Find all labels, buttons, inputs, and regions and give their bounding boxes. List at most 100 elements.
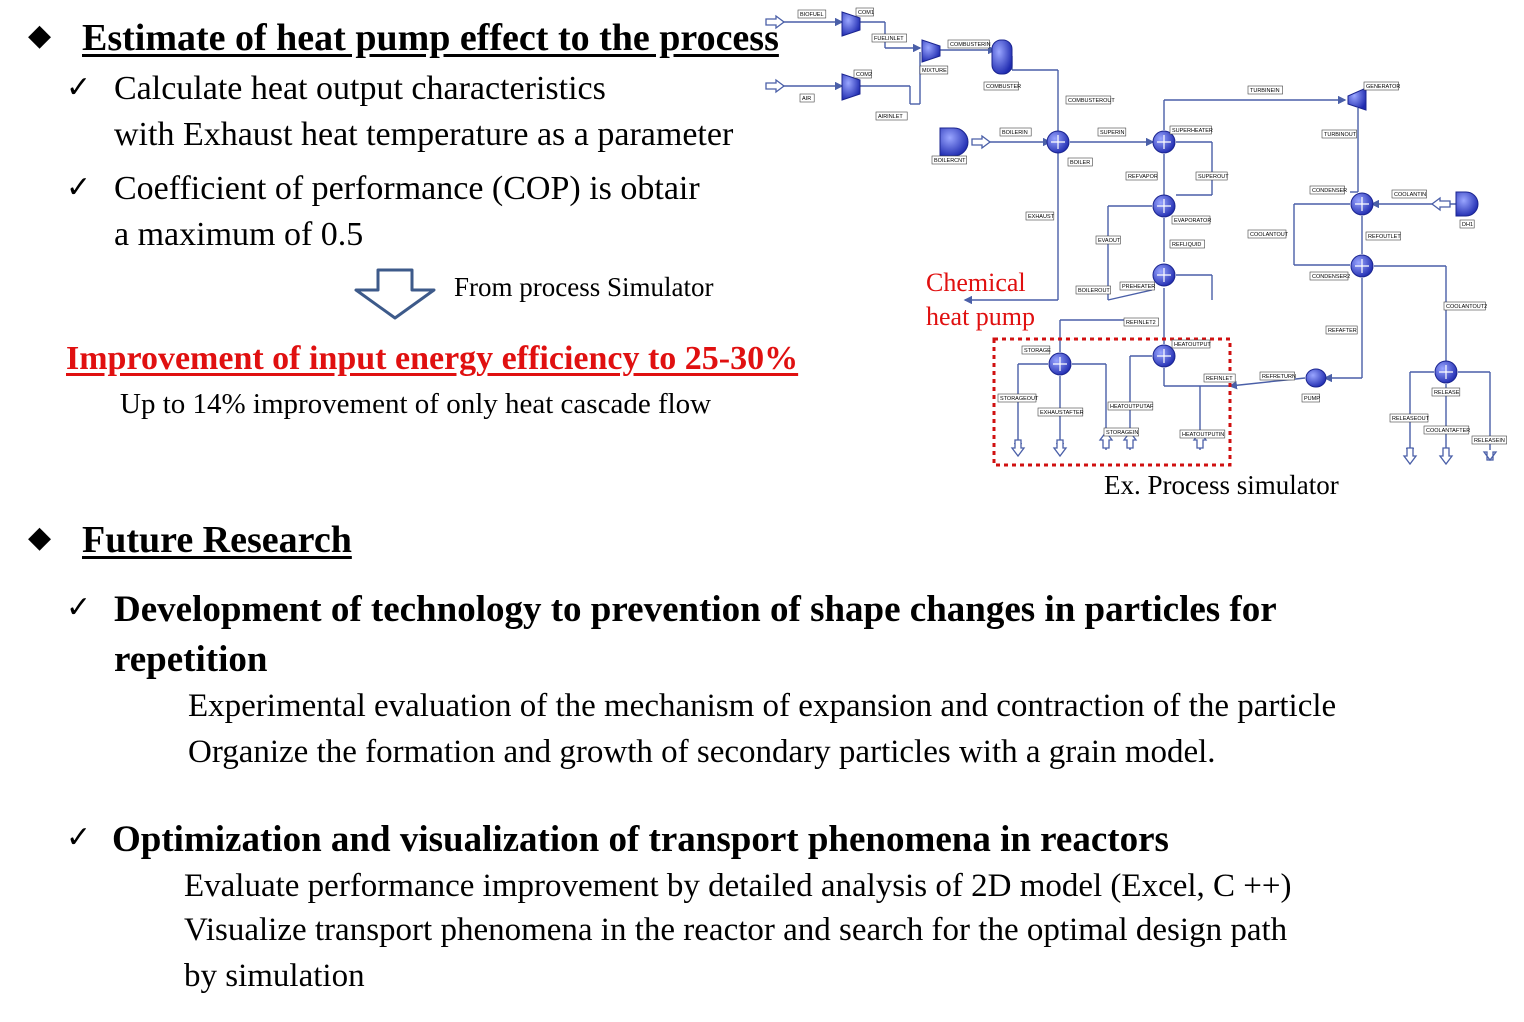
stream-tag-box xyxy=(1097,127,1127,137)
result-highlight: Improvement of input energy efficiency t… xyxy=(66,340,799,377)
stream-tag-label: BOILER xyxy=(1070,160,1090,166)
stream-tag-label: HEATOUTPUT xyxy=(1174,342,1211,348)
stream-tag-box xyxy=(1065,95,1112,105)
stream-tag-box xyxy=(1103,427,1139,437)
stream-tag-box xyxy=(931,155,967,165)
stream-tag-label: BOILERIN xyxy=(1002,130,1028,136)
stream-tag-label: RELEASEIN xyxy=(1474,438,1505,444)
stream-tag-box xyxy=(1471,435,1507,445)
stream-tag-box xyxy=(1391,189,1427,199)
checkmark-icon: ✓ xyxy=(66,171,92,204)
stream-tag-box xyxy=(1247,229,1287,239)
stream-tag-box xyxy=(947,39,990,49)
research-detail: Visualize transport phenomena in the rea… xyxy=(184,912,1288,948)
stream-tag-box xyxy=(1123,317,1159,327)
bullet-line: Coefficient of performance (COP) is obta… xyxy=(114,170,700,207)
down-arrow-icon xyxy=(354,268,436,320)
stream-tag-label: EVAOUT xyxy=(1098,238,1121,244)
result-note: Up to 14% improvement of only heat casca… xyxy=(120,388,712,420)
stream-tag-box xyxy=(1325,325,1358,335)
stream-tag-box xyxy=(1179,429,1226,439)
bullet-line: Calculate heat output characteristics xyxy=(114,70,606,107)
stream-tag-box xyxy=(1195,171,1228,181)
stream-tag-label: GENERATOR xyxy=(1366,84,1400,90)
stream-tag-box xyxy=(983,81,1019,91)
stream-tag-label: EVAPORATOR xyxy=(1174,218,1211,224)
stream-tag-label: STORAGE xyxy=(1024,348,1051,354)
stream-tag-box xyxy=(1169,125,1212,135)
stream-tag-label: MIXTURE xyxy=(922,68,947,74)
stream-tag-box xyxy=(1037,407,1084,417)
research-detail: Organize the formation and growth of sec… xyxy=(188,734,1216,770)
stream-tag-label: EXHAUSTAFTER xyxy=(1040,410,1084,416)
stream-tag-label: REFVAPOR xyxy=(1128,174,1158,180)
stream-tag-label: COOLANTOUT xyxy=(1250,232,1289,238)
stream-tag-label: BOILERCNT xyxy=(934,158,966,164)
stream-tag-box xyxy=(1119,281,1155,291)
stream-tag-box xyxy=(1247,85,1283,95)
process-flowsheet: BIOFUEL COM1 FUELINLET COM2 AIR AIRINLET MIXTU… xyxy=(765,7,1507,467)
stream-tag-box xyxy=(1365,231,1401,241)
stream-tag-box xyxy=(1095,235,1121,245)
stream-tag-label: COOLANTIN xyxy=(1394,192,1426,198)
research-detail: Evaluate performance improvement by deta… xyxy=(184,868,1292,904)
stream-tag-label: COMBUSTERIN xyxy=(950,42,991,48)
stream-tag-box xyxy=(997,393,1037,403)
stream-tag-box xyxy=(1459,219,1475,229)
stream-tag-box xyxy=(1067,157,1093,167)
stream-tag-box xyxy=(1431,387,1461,397)
stream-tag-box xyxy=(1301,393,1320,403)
stream-tag-box xyxy=(1423,425,1470,435)
stream-tag-box xyxy=(1107,401,1154,411)
stream-tag-label: REFRETURN xyxy=(1262,374,1296,380)
stream-tag-label: REFAFTER xyxy=(1328,328,1357,334)
highlight-label-line: heat pump xyxy=(926,302,1036,331)
stream-tag-label: HEATOUTPUTIN xyxy=(1182,432,1224,438)
stream-tag-label: BOILEROUT xyxy=(1078,288,1110,294)
stream-tag-label: COMBUSTEROUT xyxy=(1068,98,1115,104)
stream-tag-box xyxy=(1321,129,1357,139)
research-item-title: Optimization and visualization of transp… xyxy=(112,819,1169,860)
stream-tag-label: STORAGEOUT xyxy=(1000,396,1039,402)
stream-tag-label: COM2 xyxy=(856,72,872,78)
stream-tag-box xyxy=(1309,185,1345,195)
stream-tag-label: STORAGEIN xyxy=(1106,430,1138,436)
stream-tag-label: PUMP xyxy=(1304,396,1320,402)
stream-tag-box xyxy=(1309,271,1349,281)
stream-tag-box xyxy=(797,9,827,19)
stream-tag-box xyxy=(1025,211,1055,221)
bullet-line: a maximum of 0.5 xyxy=(114,216,364,253)
stream-tag-label: DH1 xyxy=(1462,222,1473,228)
stream-tag-label: COOLANTOUT2 xyxy=(1446,304,1487,310)
section-heading-estimate: Estimate of heat pump effect to the proc… xyxy=(82,17,779,59)
stream-tag-box xyxy=(1171,339,1211,349)
checkmark-icon: ✓ xyxy=(66,821,92,854)
stream-tag-box xyxy=(1259,371,1295,381)
diamond-bullet-icon: ◆ xyxy=(28,521,52,554)
stream-tag-box xyxy=(1021,345,1051,355)
bullet-line: with Exhaust heat temperature as a param… xyxy=(114,116,734,153)
stream-tag-label: EXHAUST xyxy=(1028,214,1055,220)
stream-tag-box xyxy=(1389,413,1429,423)
stream-tag-box xyxy=(875,111,908,121)
stream-tag-label: AIR xyxy=(802,96,811,102)
checkmark-icon: ✓ xyxy=(66,591,92,624)
stream-tag-label: AIRINLET xyxy=(878,114,903,120)
stream-tag-box xyxy=(1169,239,1205,249)
stream-tag-box xyxy=(1075,285,1111,295)
stream-tag-label: CONDENSER xyxy=(1312,188,1347,194)
stream-tag-label: SUPERHEATER xyxy=(1172,128,1213,134)
chemical-heat-pump-label: Chemical heat pump xyxy=(926,266,1035,334)
stream-tag-label: COM1 xyxy=(858,10,874,16)
stream-tag-box xyxy=(853,69,872,79)
stream-tag-label: TURBINEIN xyxy=(1250,88,1280,94)
arrow-label: From process Simulator xyxy=(454,272,714,302)
research-item-title: repetition xyxy=(114,639,268,680)
stream-tag-label: REFINLET xyxy=(1206,376,1233,382)
stream-tag-label: COOLANTAFTER xyxy=(1426,428,1470,434)
stream-tag-box xyxy=(799,93,815,103)
stream-tag-label: REFOUTLET xyxy=(1368,234,1401,240)
stream-tag-box xyxy=(1443,301,1486,311)
stream-tag-label: REFINLET2 xyxy=(1126,320,1156,326)
stream-tag-box xyxy=(855,7,874,17)
